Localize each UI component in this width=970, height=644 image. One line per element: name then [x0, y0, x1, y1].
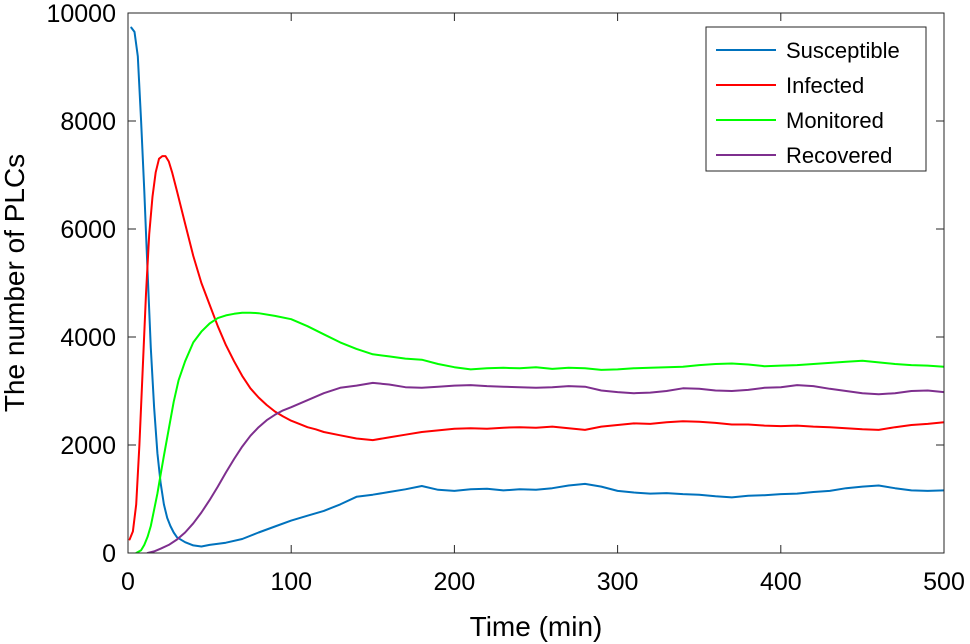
ticks-layer: 0 100 200 300 400 500 0 2000 4000 6000 8000 10000 — [46, 0, 964, 596]
x-tick-label: 500 — [923, 568, 965, 596]
legend: Susceptible Infected Monitored Recovered — [705, 26, 927, 172]
y-axis-label: The number of PLCs — [0, 154, 30, 412]
x-tick-label: 300 — [597, 568, 639, 596]
y-tick-label: 0 — [102, 540, 116, 568]
y-tick-label: 8000 — [60, 108, 116, 136]
legend-label-recovered: Recovered — [786, 143, 892, 168]
y-tick-label: 4000 — [60, 324, 116, 352]
series-layer — [128, 26, 944, 553]
x-tick-label: 100 — [270, 568, 312, 596]
x-tick-label: 0 — [121, 568, 135, 596]
plot-frame — [127, 12, 945, 554]
x-tick-label: 200 — [434, 568, 476, 596]
y-tick-label: 10000 — [46, 0, 116, 28]
series-line-recovered — [146, 381, 944, 553]
legend-label-monitored: Monitored — [786, 108, 884, 133]
y-tick-label: 2000 — [60, 432, 116, 460]
series-line-monitored — [135, 311, 944, 553]
legend-label-infected: Infected — [786, 73, 864, 98]
series-line-infected — [128, 155, 944, 541]
series-line-susceptible — [130, 26, 944, 548]
x-axis-label: Time (min) — [470, 611, 603, 642]
x-tick-label: 400 — [760, 568, 802, 596]
legend-label-susceptible: Susceptible — [786, 38, 900, 63]
y-tick-label: 6000 — [60, 216, 116, 244]
